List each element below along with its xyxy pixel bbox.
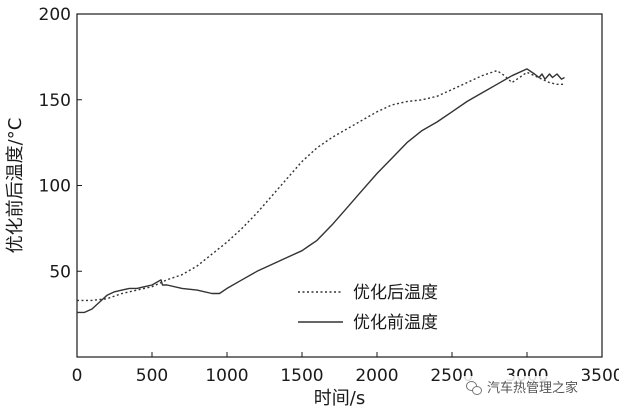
y-tick-label: 50: [49, 262, 71, 282]
plot-frame: [76, 13, 603, 358]
x-tick-label: 1500: [280, 366, 323, 386]
watermark: 汽车热管理之家: [462, 376, 583, 397]
legend-label-optimized: 优化后温度: [353, 283, 438, 303]
y-tick-label: 200: [39, 5, 71, 25]
x-tick-label: 0: [72, 366, 83, 386]
x-tick-label: 1000: [205, 366, 248, 386]
x-tick-label: 500: [136, 366, 168, 386]
series-lines: [77, 68, 565, 314]
x-axis-title: 时间/s: [314, 388, 365, 409]
series-line-original: [77, 68, 565, 314]
y-tick-label: 100: [39, 177, 71, 197]
ticks: 050010001500200025003000350050100150200: [39, 5, 619, 386]
legend-label-original: 优化前温度: [353, 313, 438, 333]
x-tick-label: 2000: [355, 366, 398, 386]
watermark-text: 汽车热管理之家: [487, 381, 579, 396]
y-axis-title: 优化前后温度/°C: [5, 118, 26, 254]
wechat-icon: [466, 380, 482, 395]
series-line-optimized: [77, 69, 565, 302]
y-tick-label: 150: [39, 91, 71, 111]
axes: [76, 13, 603, 358]
x-tick-label: 3500: [580, 366, 619, 386]
